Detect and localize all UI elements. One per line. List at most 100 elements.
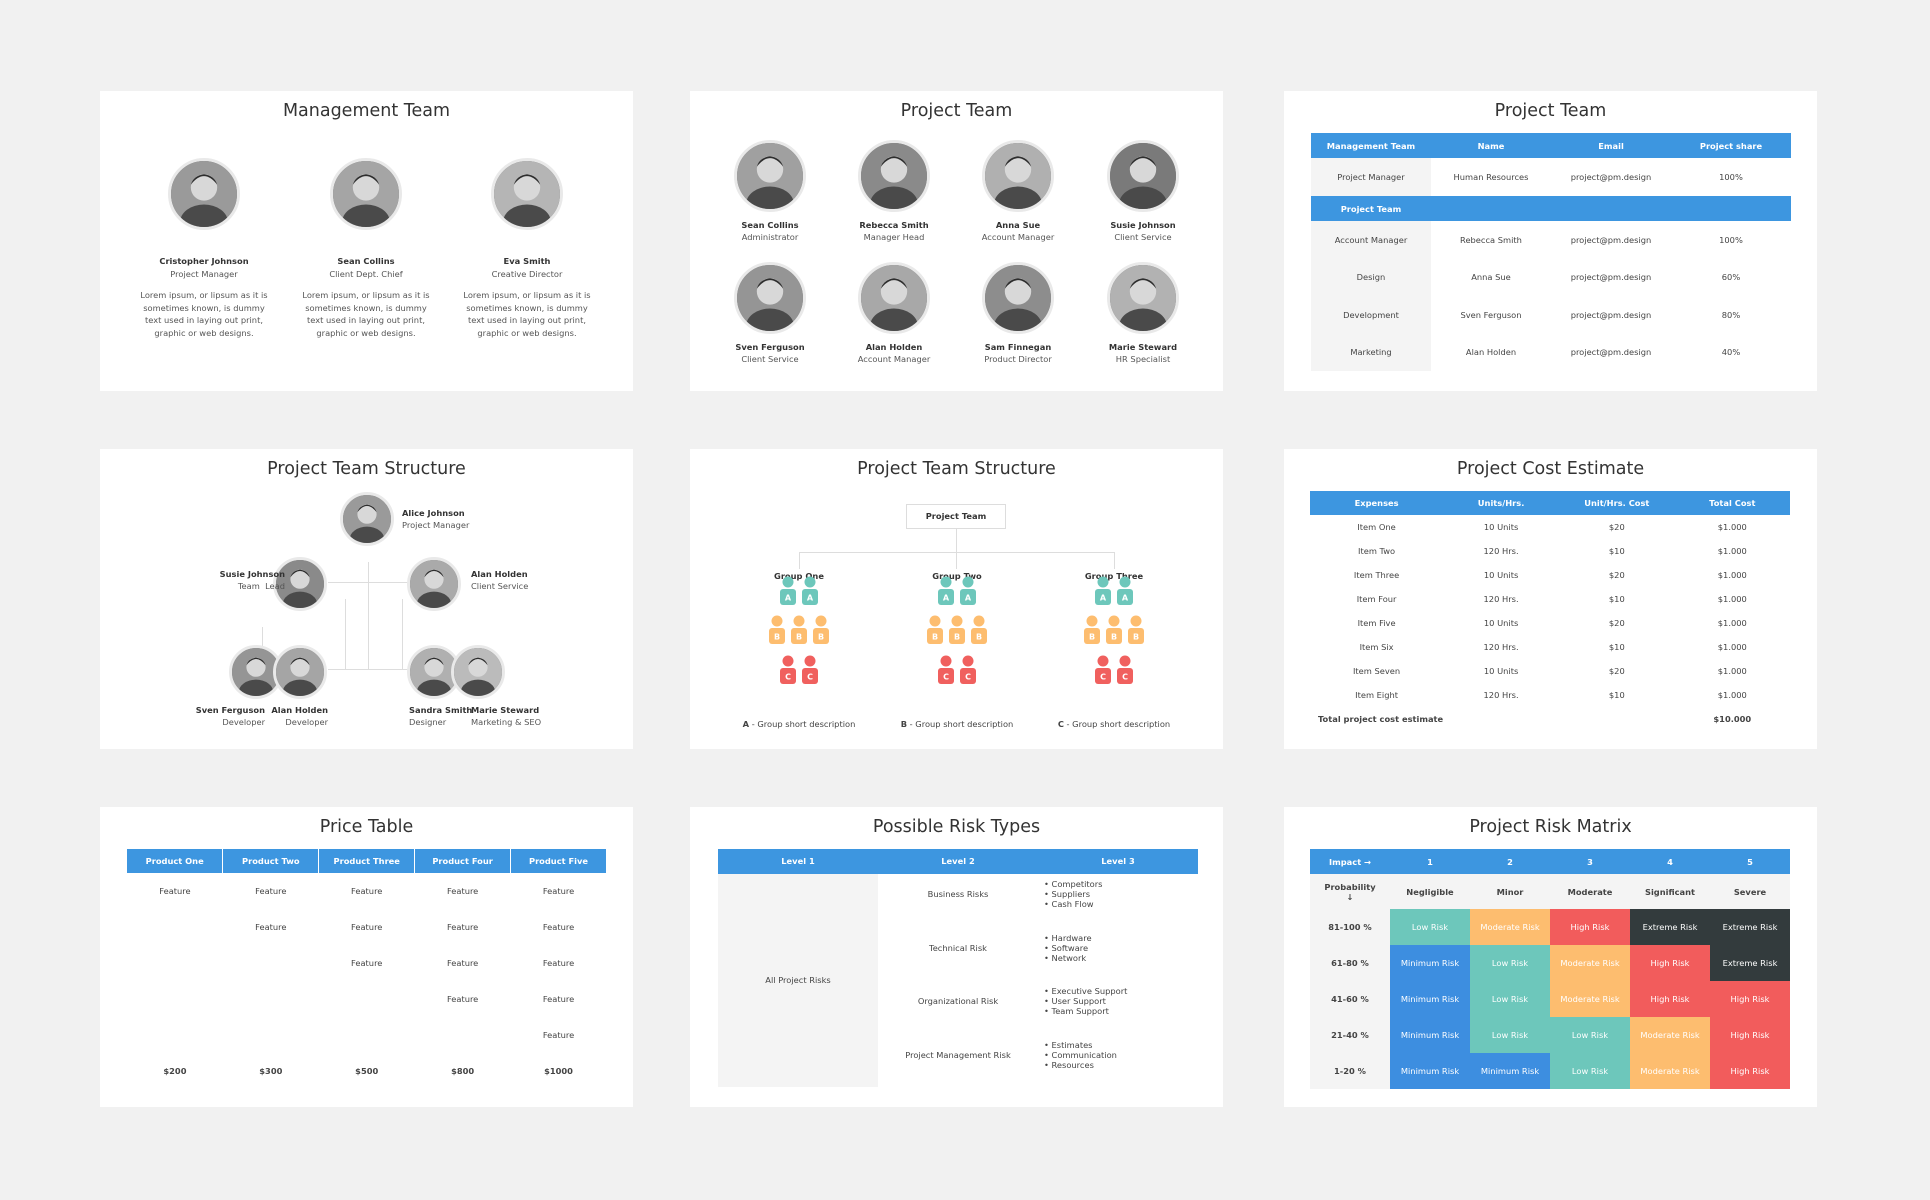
impact-number: 4 bbox=[1667, 856, 1673, 867]
cost-table: Expenses Units/Hrs. Unit/Hrs. Cost Total Co… bbox=[1310, 491, 1790, 731]
person-name: Alan Holden bbox=[471, 569, 528, 579]
table-cell: Alan Holden bbox=[1465, 347, 1517, 358]
group-letter: B bbox=[954, 633, 960, 642]
feature-cell bbox=[223, 981, 319, 1017]
column-header: Project share bbox=[1699, 140, 1763, 151]
avatar bbox=[330, 158, 402, 230]
person-photo-icon bbox=[410, 648, 458, 696]
table-cell: Human Resources bbox=[1453, 172, 1529, 182]
table-row: Item Eight 120 Hrs. $10 $1.000 bbox=[1310, 683, 1790, 707]
person-card: Sean Collins Client Dept. Chief Lorem ipsu… bbox=[296, 256, 436, 339]
person-photo-icon bbox=[737, 265, 803, 331]
risk-cell: High Risk bbox=[1630, 981, 1710, 1017]
slide-project-cost-estimate: Project Cost Estimate Expenses Units/Hrs.… bbox=[1284, 449, 1817, 749]
group-letter: B bbox=[796, 633, 802, 642]
slide-title: Project Team bbox=[1494, 101, 1607, 121]
person-name: Alan Holden bbox=[271, 705, 328, 715]
feature-cell bbox=[127, 945, 223, 981]
table-cell: $1.000 bbox=[1717, 522, 1747, 532]
legend-letter: B bbox=[900, 719, 908, 729]
person-photo-icon bbox=[333, 161, 399, 227]
probability-range: 1-20 % bbox=[1310, 1053, 1390, 1089]
person-role: Administrator bbox=[741, 232, 799, 242]
person-group-icon: B bbox=[1127, 615, 1145, 644]
group-letter: C bbox=[965, 673, 971, 682]
person-group-icon: C bbox=[1116, 655, 1134, 684]
person-photo-icon bbox=[1110, 265, 1176, 331]
risk-bullets: • Executive Support • User Support • Team … bbox=[1044, 986, 1127, 1016]
connector-line bbox=[368, 562, 369, 669]
risk-cell: Low Risk bbox=[1470, 1017, 1550, 1053]
person-group-icon: B bbox=[790, 615, 808, 644]
avatar bbox=[168, 158, 240, 230]
person-card: Rebecca Smith Manager Head bbox=[834, 220, 954, 242]
risk-cell: High Risk bbox=[1710, 1053, 1790, 1089]
person-card: Sam Finnegan Product Director bbox=[958, 342, 1078, 364]
connector-line bbox=[956, 529, 957, 569]
section-row: Project Team bbox=[1311, 196, 1791, 221]
person-photo-icon bbox=[1110, 143, 1176, 209]
person-photo-icon bbox=[232, 648, 280, 696]
person-group-icon: C bbox=[801, 655, 819, 684]
person-group-icon: C bbox=[779, 655, 797, 684]
table-cell: $1.000 bbox=[1717, 690, 1747, 700]
table-cell: Development bbox=[1311, 296, 1431, 334]
table-row: Feature bbox=[127, 1017, 607, 1053]
person-group-icon: A bbox=[1116, 576, 1134, 605]
group-letter: B bbox=[818, 633, 824, 642]
person-name: Eva Smith bbox=[503, 256, 551, 266]
total-label: Total project cost estimate bbox=[1318, 714, 1444, 724]
risk-cell: Low Risk bbox=[1470, 945, 1550, 981]
feature-cell: Feature bbox=[159, 886, 191, 896]
table-row: Item Seven 10 Units $20 $1.000 bbox=[1310, 659, 1790, 683]
person-photo-icon bbox=[171, 161, 237, 227]
impact-label: Impact → bbox=[1329, 856, 1371, 867]
matrix-row: 21-40 % Minimum Risk Low Risk Low Risk Moder… bbox=[1310, 1017, 1790, 1053]
person-name: Alice Johnson bbox=[402, 508, 465, 518]
person-name: Sandra Smith bbox=[409, 705, 473, 715]
group-letter: A bbox=[943, 594, 950, 603]
person-group-icon: A bbox=[779, 576, 797, 605]
person-card: Eva Smith Creative Director Lorem ipsum, o… bbox=[457, 256, 597, 339]
person-photo-icon bbox=[494, 161, 560, 227]
avatar bbox=[1107, 262, 1179, 334]
connector-line bbox=[799, 552, 1114, 553]
feature-cell: Feature bbox=[542, 958, 575, 968]
person-card: Marie Steward HR Specialist bbox=[1083, 342, 1203, 364]
risk-bullets: • Hardware • Software • Network bbox=[1044, 933, 1092, 963]
table-row: Project Manager Human Resources project@pm… bbox=[1311, 158, 1791, 196]
matrix-row: 61-80 % Minimum Risk Low Risk Moderate Risk… bbox=[1310, 945, 1790, 981]
person-group-icon: A bbox=[937, 576, 955, 605]
level-1-cell bbox=[718, 874, 878, 1087]
group-letter: C bbox=[1100, 673, 1106, 682]
slide-project-team-table: Project Team Management Team Name Email Pro… bbox=[1284, 91, 1817, 391]
person-card: Alan Holden Account Manager bbox=[834, 342, 954, 364]
risk-cell: Moderate Risk bbox=[1470, 909, 1550, 945]
table-cell: $1.000 bbox=[1717, 642, 1747, 652]
feature-cell bbox=[319, 1017, 415, 1053]
person-role: Client Service bbox=[471, 581, 529, 591]
column-header: Name bbox=[1477, 140, 1505, 151]
person-photo-icon bbox=[410, 560, 458, 608]
table-header-row: Management Team Name Email Project share bbox=[1311, 133, 1791, 158]
column-header: Email bbox=[1598, 140, 1624, 151]
connector-line bbox=[328, 669, 408, 670]
person-description: Lorem ipsum, or lipsum as it is sometime… bbox=[302, 290, 430, 338]
legend-text: - Group short description bbox=[907, 719, 1014, 729]
table-row: Item Four 120 Hrs. $10 $1.000 bbox=[1310, 587, 1790, 611]
table-cell: $1.000 bbox=[1717, 594, 1747, 604]
risk-cell: Extreme Risk bbox=[1710, 945, 1790, 981]
group-letter: C bbox=[943, 673, 949, 682]
impact-name: Negligible bbox=[1406, 886, 1454, 897]
table-cell: 100% bbox=[1719, 234, 1743, 245]
person-photo-icon bbox=[861, 265, 927, 331]
bullet-item: • Competitors bbox=[1044, 879, 1103, 889]
table-cell: Item Four bbox=[1356, 594, 1397, 604]
group-letter: C bbox=[785, 673, 791, 682]
table-cell: 120 Hrs. bbox=[1483, 642, 1519, 652]
group-name: Group Three bbox=[1084, 571, 1144, 581]
slide-title: Project Cost Estimate bbox=[1456, 459, 1645, 479]
group-letter: B bbox=[932, 633, 938, 642]
column-header: Expenses bbox=[1354, 498, 1399, 508]
feature-cell: Feature bbox=[446, 886, 479, 896]
